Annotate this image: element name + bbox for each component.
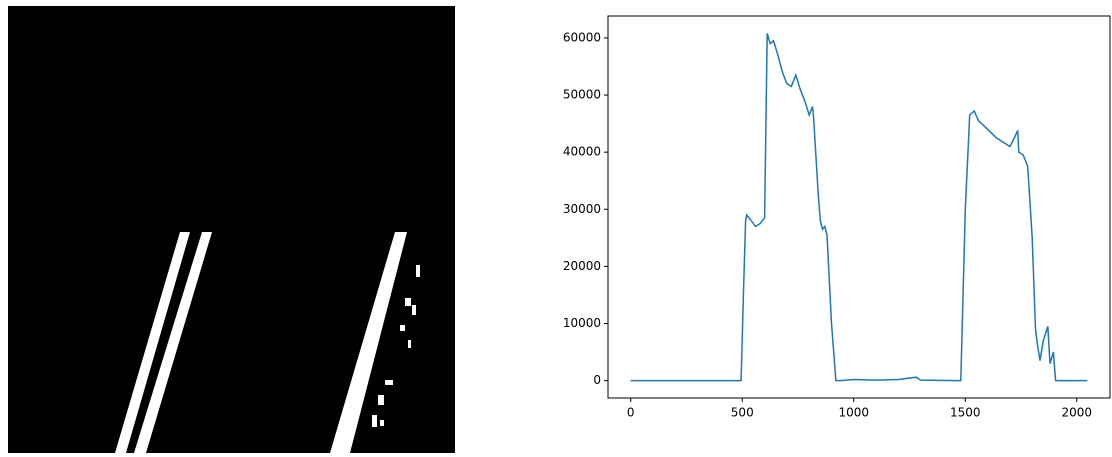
y-tick-label: 20000 bbox=[563, 259, 601, 273]
axes-frame bbox=[608, 16, 1110, 398]
data-line bbox=[631, 33, 1088, 380]
y-tick-label: 0 bbox=[593, 373, 601, 387]
y-tick-label: 40000 bbox=[563, 145, 601, 159]
plot: 0 10000 20000 30000 40000 50000 60000 0 500 1000 1… bbox=[563, 16, 1110, 420]
y-tick-label: 60000 bbox=[563, 30, 601, 44]
lane-image bbox=[8, 6, 455, 453]
x-tick-label: 0 bbox=[627, 406, 635, 420]
x-tick-label: 1500 bbox=[950, 406, 981, 420]
y-tick-label: 10000 bbox=[563, 316, 601, 330]
x-tick-label: 500 bbox=[731, 406, 754, 420]
y-tick-label: 30000 bbox=[563, 202, 601, 216]
x-tick-label: 2000 bbox=[1061, 406, 1092, 420]
page: 0 10000 20000 30000 40000 50000 60000 0 500 1000 1… bbox=[0, 0, 1112, 457]
x-tick-label: 1000 bbox=[838, 406, 869, 420]
image-background bbox=[8, 6, 455, 453]
y-tick-label: 50000 bbox=[563, 88, 601, 102]
figure: 0 10000 20000 30000 40000 50000 60000 0 500 1000 1… bbox=[0, 0, 1112, 453]
